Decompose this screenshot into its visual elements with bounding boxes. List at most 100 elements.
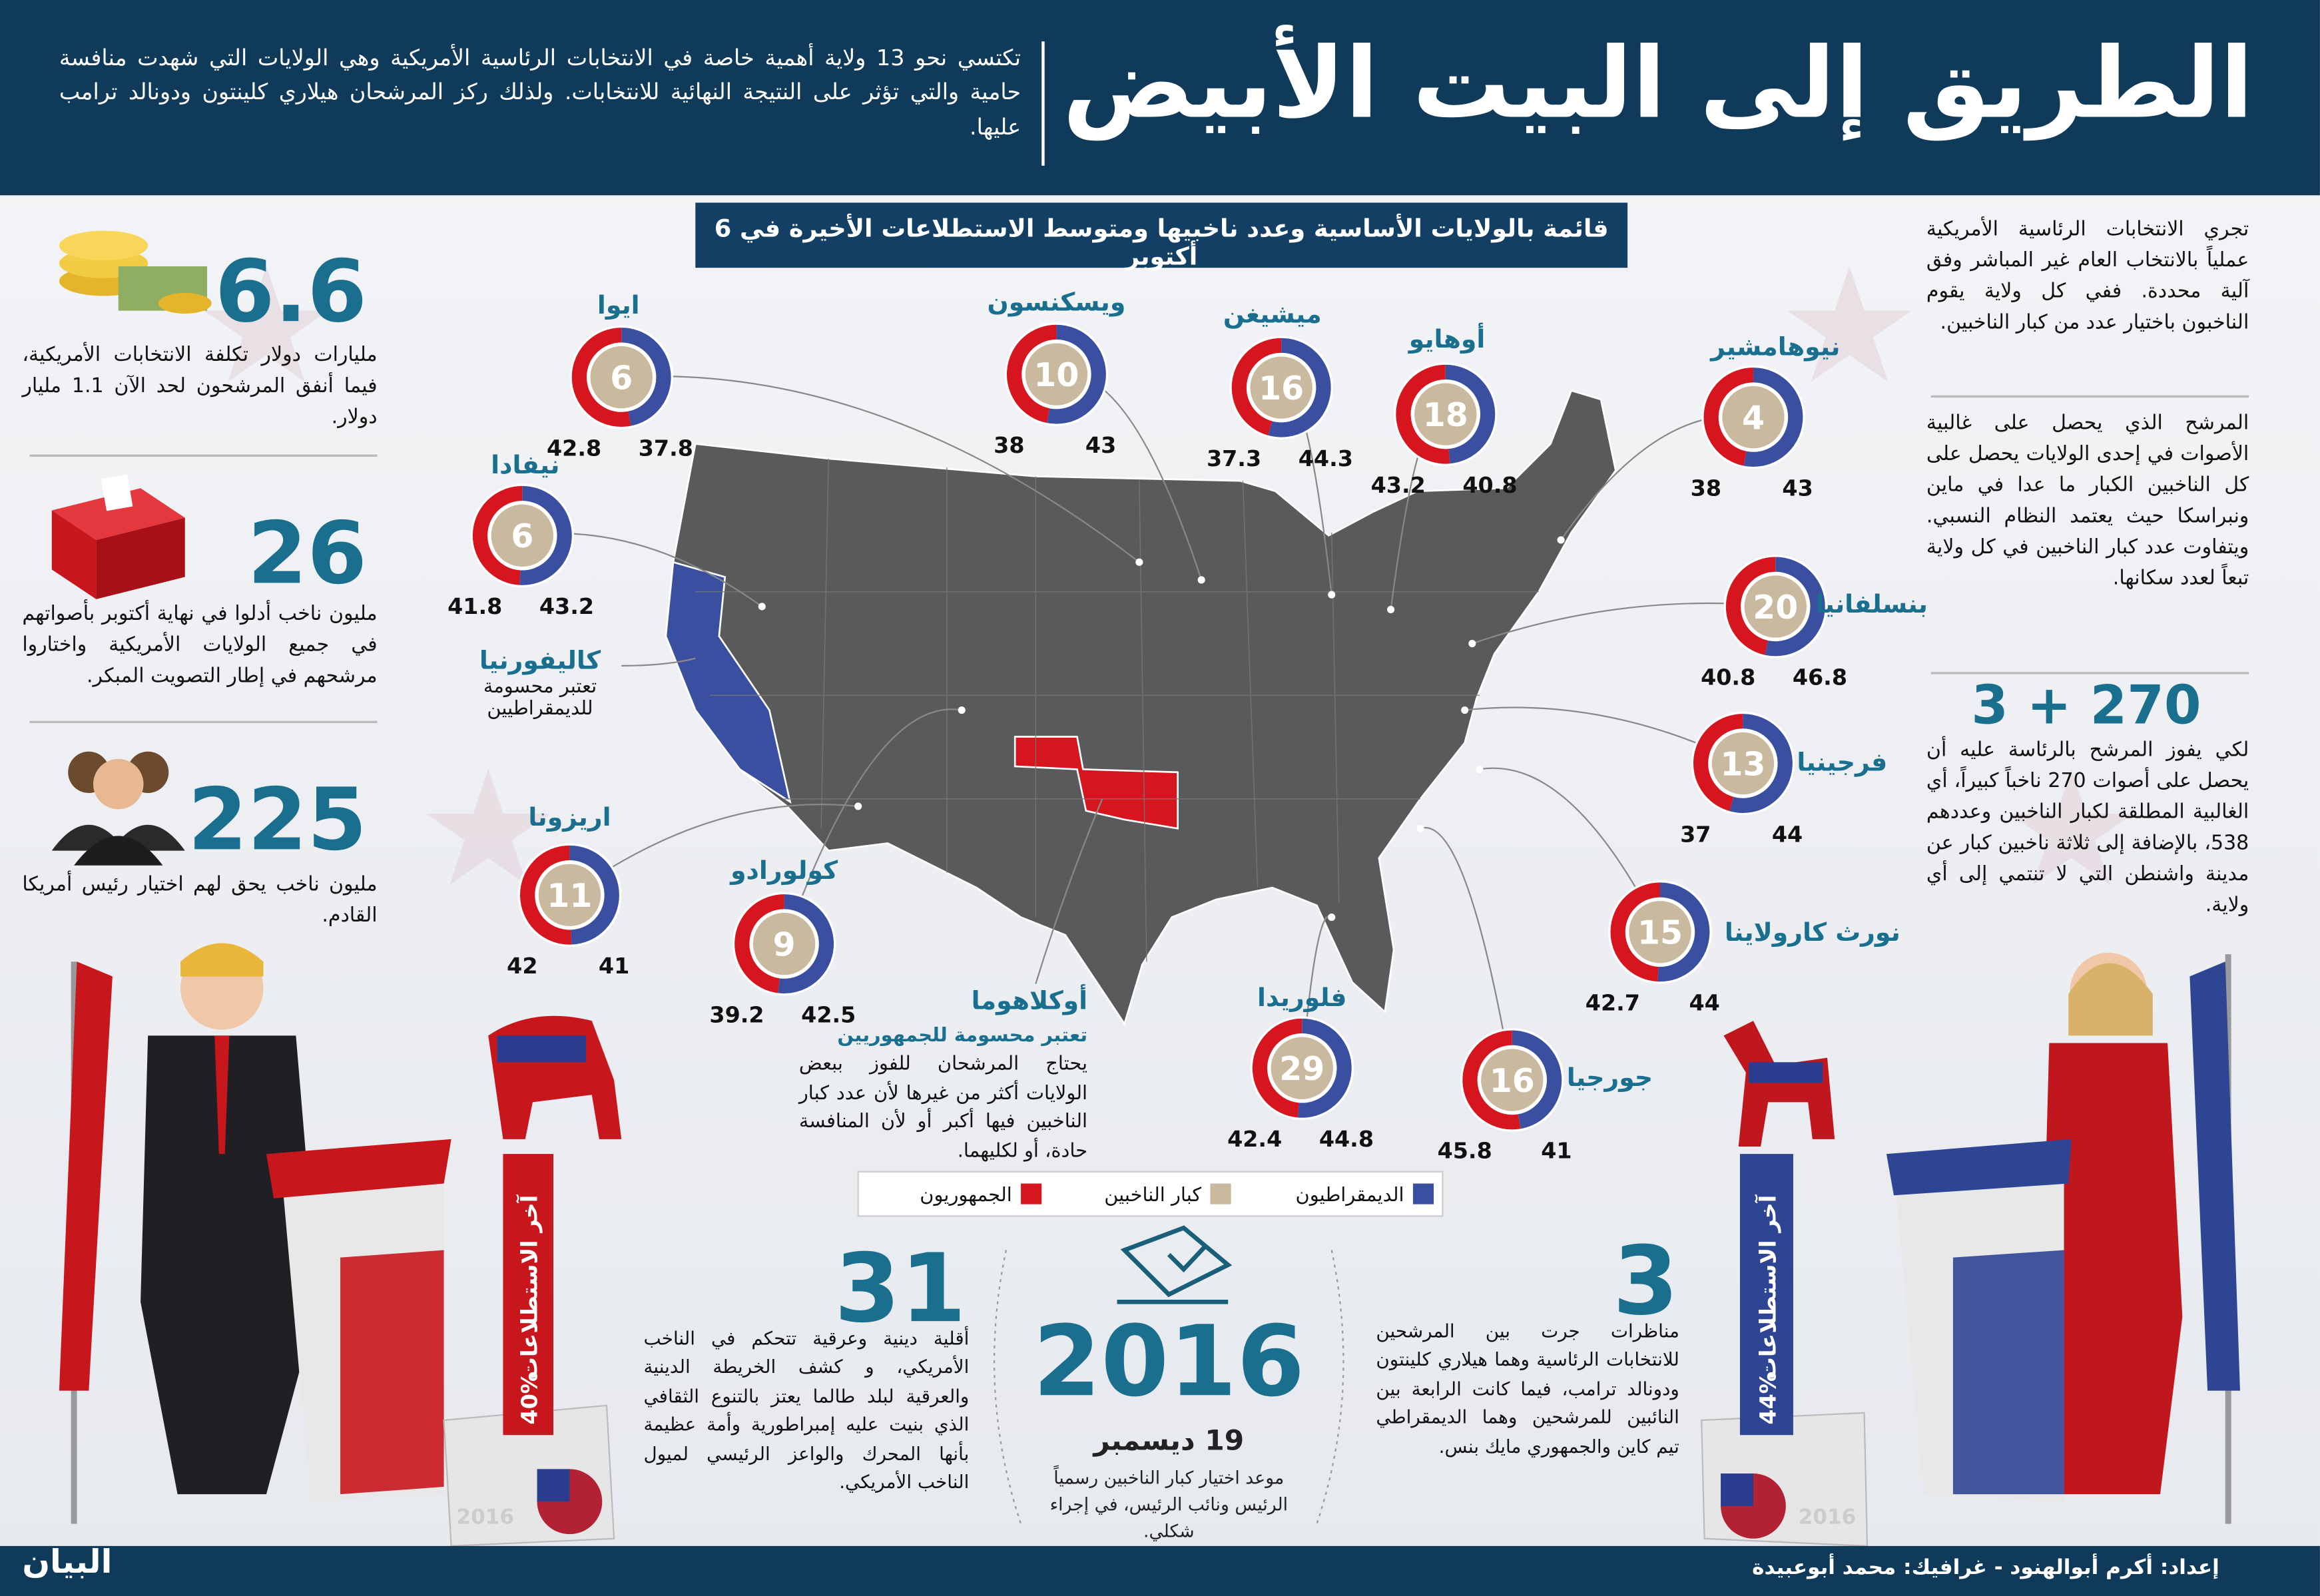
poll-republican: 39.2 <box>709 1001 764 1027</box>
poll-republican: 42 <box>507 953 537 979</box>
donkey-icon <box>1723 1021 1835 1147</box>
poll-democrat: 37.8 <box>639 435 693 461</box>
donut-republican <box>1007 324 1057 423</box>
state-name: ميشيغن <box>1223 299 1322 328</box>
state-name: اريزونا <box>528 802 611 832</box>
donut-center <box>1625 898 1695 966</box>
year: 2016 <box>1033 1304 1305 1419</box>
paragraph: المرشح الذي يحصل على غالبية الأصوات في إ… <box>1926 411 2249 590</box>
state-name: أوكلاهوما <box>971 987 1088 1017</box>
poll-republican: 37.3 <box>1207 445 1261 471</box>
state-name: ايوا <box>597 290 640 320</box>
leader-line <box>1420 827 1513 1081</box>
donut-center <box>488 501 557 570</box>
electors: 20 <box>1753 589 1798 627</box>
state-name: فلوريدا <box>1257 983 1347 1012</box>
poll-republican: 38 <box>994 432 1024 458</box>
poll-democrat: 44 <box>1689 990 1719 1016</box>
stat-text: مليون ناخب أدلوا في نهاية أكتوبر بأصواته… <box>22 602 378 688</box>
electors: 4 <box>1742 399 1765 437</box>
poll-democrat: 43 <box>1782 475 1813 501</box>
poll-democrat: 43 <box>1085 432 1116 458</box>
paragraph: تجري الانتخابات الرئاسية الأمريكية عمليا… <box>1926 217 2249 334</box>
electors: 11 <box>547 877 592 915</box>
poll-republican: 37 <box>1680 821 1711 847</box>
stat-number: 26 <box>247 503 368 604</box>
leader-dot <box>1328 591 1336 599</box>
donut-center <box>1741 572 1810 641</box>
elephant-icon <box>488 1015 622 1139</box>
intro: تكتسي نحو 13 ولاية أهمية خاصة في الانتخا… <box>59 44 1021 140</box>
poll-republican: 45.8 <box>1438 1138 1492 1164</box>
california-shape <box>665 561 792 804</box>
leader-dot <box>1468 639 1476 648</box>
oklahoma-shape <box>1014 736 1179 830</box>
state-donuts: 6 42.8 37.8 ايوا 10 38 43 ويسكنسون 16 37.3 44.3 ميش… <box>447 288 1928 1164</box>
donut-republican <box>1693 714 1743 812</box>
poll-democrat: 42.5 <box>801 1001 856 1027</box>
donut-republican <box>571 328 631 427</box>
subtitle: قائمة بالولايات الأساسية وعدد ناخبيها وم… <box>714 214 1609 271</box>
electors: 9 <box>773 926 796 963</box>
donut-center <box>1411 380 1480 449</box>
safe-state: كاليفورنيا تعتبر محسومة للديمقراطيين <box>444 647 637 720</box>
leader-line <box>783 708 962 944</box>
donut-democrat <box>1445 364 1496 464</box>
donut-democrat <box>778 894 834 993</box>
state-name: نيوهامشير <box>1709 332 1840 361</box>
background-stars <box>204 266 2134 885</box>
state-name: أوهايو <box>1408 322 1486 354</box>
credits: إعداد: أكرم أبوالهنود - غرافيك: محمد أبو… <box>1752 1556 2219 1580</box>
legend-swatch <box>1021 1183 1042 1204</box>
donut-democrat <box>1743 368 1803 467</box>
poll-democrat: 40.8 <box>1462 472 1517 498</box>
donut-center <box>1478 1045 1546 1115</box>
donut-center <box>587 343 656 411</box>
state-name: نورث كارولاينا <box>1725 918 1900 947</box>
leader-dot <box>1387 605 1395 613</box>
poll-democrat: 44 <box>1772 821 1803 847</box>
stat-number: 225 <box>188 769 368 870</box>
poll-republican: 42.8 <box>547 435 601 461</box>
donut-democrat <box>1047 324 1106 424</box>
stat-text: لكي يفوز المرشح بالرئاسة عليه أن يحصل عل… <box>1926 738 2249 917</box>
subtitle-banner <box>695 202 1628 268</box>
leader-dot <box>958 706 966 714</box>
stat-text: مناظرات جرت بين المرشحين للانتخابات الرئ… <box>1376 1319 1679 1457</box>
donut-republican <box>1703 368 1754 466</box>
leader-dot <box>1135 558 1143 566</box>
stat-number: 3 <box>1612 1228 1679 1338</box>
us-map <box>665 389 1617 1026</box>
poll-value: 40% <box>517 1372 543 1425</box>
donut-republican <box>1462 1030 1521 1130</box>
donut-center <box>1719 383 1788 451</box>
stat-number: 3 + 270 <box>1971 676 2201 737</box>
box-label: 2016 <box>1799 1505 1857 1529</box>
leader-dot <box>1328 914 1336 922</box>
donut-republican <box>1610 882 1661 982</box>
poll-republican: 43.2 <box>1371 472 1426 498</box>
poll-democrat: 41 <box>599 953 629 979</box>
poll-republican: 41.8 <box>447 593 502 619</box>
electors: 13 <box>1720 745 1765 783</box>
poll-republican: 40.8 <box>1701 665 1755 690</box>
donut-republican <box>472 485 523 585</box>
legend-label: الجمهوريون <box>920 1183 1012 1206</box>
electors: 10 <box>1033 356 1079 394</box>
title: الطريق إلى البيت الأبيض <box>1062 26 2253 141</box>
electors: 6 <box>511 517 533 555</box>
stat-text: أقلية دينية وعرقية تتحكم في الناخب الأمر… <box>643 1327 970 1493</box>
donut-democrat <box>1765 557 1825 657</box>
map-note: يحتاج المرشحان للفوز ببعض الولايات أكثر … <box>798 1053 1088 1163</box>
safe-state: أوكلاهوما تعتبر محسومة للجمهوريين يحتاج … <box>799 984 1087 1166</box>
electors: 18 <box>1423 396 1468 434</box>
poll-democrat: 43.2 <box>539 593 594 619</box>
divider-arc <box>994 1250 1022 1524</box>
state-name: كاليفورنيا <box>479 646 601 676</box>
box-label: 2016 <box>457 1505 515 1529</box>
donut-democrat <box>569 845 619 945</box>
leader-line <box>621 657 696 666</box>
poll-democrat: 44.3 <box>1299 445 1353 471</box>
